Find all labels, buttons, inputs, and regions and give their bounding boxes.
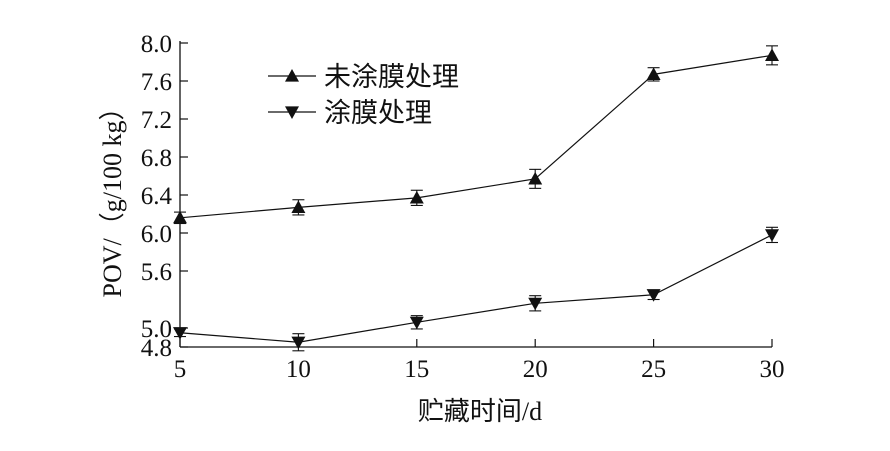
x-tick-label: 30 [760,356,785,383]
legend-label: 未涂膜处理 [324,62,459,92]
y-tick-label: 5.6 [141,259,172,286]
x-tick-label: 10 [286,356,311,383]
data-point [291,200,306,213]
legend-marker [285,106,299,119]
series-line [179,54,773,219]
x-tick-label: 15 [404,356,429,383]
data-point [409,316,424,330]
y-tick-label: 7.6 [141,69,172,96]
y-axis-title: POV/（g/100 kg） [98,95,127,298]
data-point [646,289,661,302]
y-tick-label: 4.8 [141,335,172,362]
data-point [765,48,779,61]
legend-marker [285,69,299,82]
x-tick-label: 20 [523,356,548,383]
series-line [179,234,773,343]
data-point [409,190,424,204]
data-point [173,327,187,340]
y-tick-label: 6.0 [141,221,172,248]
data-point [765,229,779,242]
data-point [646,67,661,80]
y-tick-label: 7.2 [141,107,172,134]
series-1 [173,45,779,225]
x-tick-label: 25 [641,356,666,383]
axes: 4.85.0 5.6 6.0 6.4 6.8 7.2 7.6 8.0 5 10 15 20 25 30 [141,31,785,383]
y-tick-label: 5.0 [141,316,172,343]
y-tick-label: 6.4 [141,183,173,210]
y-tick-label: 6.8 [141,145,172,172]
x-tick-label: 5 [174,356,187,383]
data-point [528,171,543,185]
data-point [291,336,306,350]
series-layer [173,45,779,352]
data-point [528,297,543,311]
legend-label: 涂膜处理 [324,98,432,128]
x-axis-title: 贮藏时间/d [418,397,542,426]
data-point [173,210,187,224]
series-2 [173,226,779,352]
y-tick-label: 8.0 [141,31,172,58]
